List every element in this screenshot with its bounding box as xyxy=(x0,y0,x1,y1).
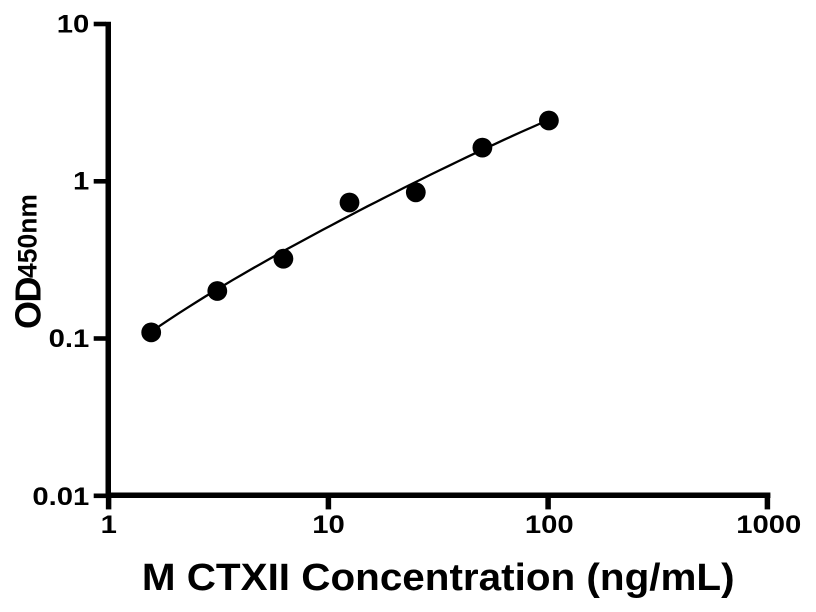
svg-text:OD450nm: OD450nm xyxy=(8,194,49,329)
svg-text:1: 1 xyxy=(101,510,117,538)
svg-text:10: 10 xyxy=(57,10,90,38)
svg-text:1: 1 xyxy=(73,167,89,195)
svg-text:0.01: 0.01 xyxy=(32,482,89,510)
svg-text:10: 10 xyxy=(312,510,345,538)
svg-text:1000: 1000 xyxy=(736,510,801,538)
svg-text:0.1: 0.1 xyxy=(49,324,90,352)
svg-text:100: 100 xyxy=(525,510,574,538)
svg-text:M CTXII Concentration (ng/mL): M CTXII Concentration (ng/mL) xyxy=(142,556,735,599)
